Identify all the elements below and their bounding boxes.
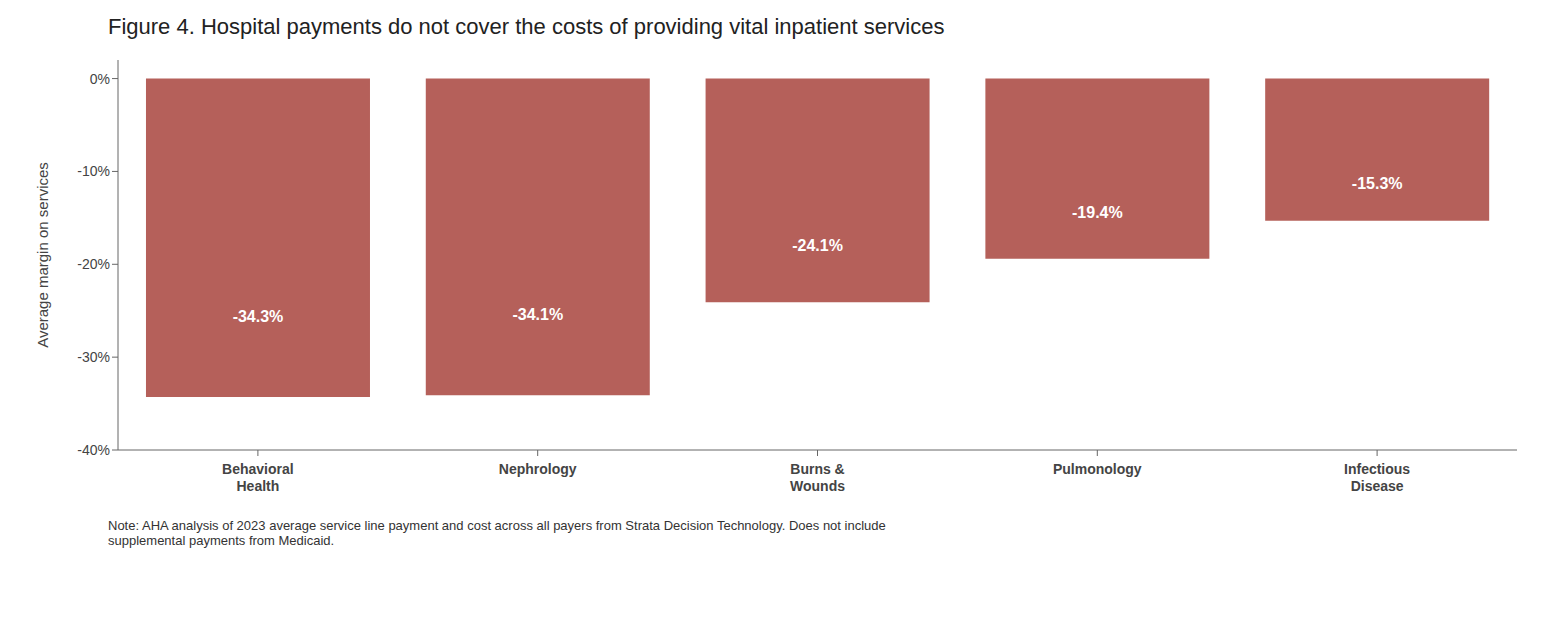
svg-text:Pulmonology: Pulmonology [1053, 461, 1142, 477]
svg-text:-30%: -30% [77, 349, 110, 365]
svg-text:0%: 0% [90, 71, 110, 87]
svg-text:InfectiousDisease: InfectiousDisease [1344, 461, 1410, 494]
svg-text:-15.3%: -15.3% [1352, 175, 1403, 192]
svg-text:-20%: -20% [77, 256, 110, 272]
svg-text:Nephrology: Nephrology [499, 461, 577, 477]
svg-text:BehavioralHealth: BehavioralHealth [222, 461, 294, 494]
svg-text:Average margin on services: Average margin on services [34, 162, 51, 348]
svg-text:-10%: -10% [77, 163, 110, 179]
svg-text:-34.1%: -34.1% [512, 306, 563, 323]
svg-text:-24.1%: -24.1% [792, 237, 843, 254]
svg-text:Burns &Wounds: Burns &Wounds [790, 461, 845, 494]
svg-text:-40%: -40% [77, 442, 110, 458]
html-text:Note: AHA analysis of 2023 ave: Note: AHA analysis of 2023 average servi… [108, 518, 886, 548]
svg-text:-19.4%: -19.4% [1072, 204, 1123, 221]
html-text:Figure 4. Hospital payments do: Figure 4. Hospital payments do not cover… [108, 14, 945, 39]
svg-text:-34.3%: -34.3% [233, 308, 284, 325]
